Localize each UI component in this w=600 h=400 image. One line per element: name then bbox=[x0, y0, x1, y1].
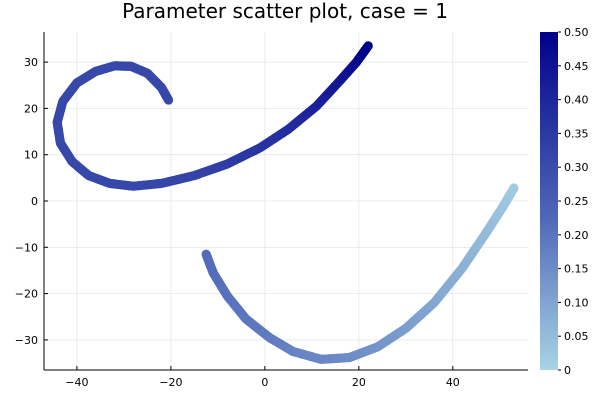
x-tick-label-0: −40 bbox=[65, 376, 88, 389]
chart-title: Parameter scatter plot, case = 1 bbox=[122, 0, 448, 23]
grid-layer bbox=[44, 32, 528, 370]
x-axis-ticks: −40 −20 0 20 40 bbox=[65, 366, 460, 389]
colorbar-tick-label-6: 0.30 bbox=[564, 161, 589, 174]
colorbar-tick-label-9: 0.45 bbox=[564, 60, 589, 73]
y-tick-label-2: −10 bbox=[15, 241, 38, 254]
colorbar-tick-label-10: 0.50 bbox=[564, 26, 589, 39]
series-1 bbox=[201, 183, 519, 364]
series-layer bbox=[52, 41, 519, 364]
colorbar-tick-label-3: 0.15 bbox=[564, 263, 589, 276]
x-tick-label-1: −20 bbox=[159, 376, 182, 389]
y-axis-ticks: −30 −20 −10 0 10 20 30 bbox=[15, 56, 48, 347]
colorbar-tick-label-1: 0.05 bbox=[564, 330, 589, 343]
colorbar-tick-label-2: 0.10 bbox=[564, 296, 589, 309]
series-0 bbox=[52, 41, 373, 191]
y-tick-label-6: 30 bbox=[24, 56, 38, 69]
series-0-point bbox=[363, 41, 373, 51]
series-1-point bbox=[509, 183, 519, 193]
y-tick-label-5: 20 bbox=[24, 102, 38, 115]
y-tick-label-0: −30 bbox=[15, 334, 38, 347]
x-tick-label-3: 20 bbox=[352, 376, 366, 389]
colorbar-gradient bbox=[540, 32, 558, 370]
y-tick-label-1: −20 bbox=[15, 288, 38, 301]
x-tick-label-2: 0 bbox=[261, 376, 268, 389]
colorbar-tick-label-7: 0.35 bbox=[564, 127, 589, 140]
plot-area: −40 −20 0 20 40 −30 −20 −10 0 10 20 30 bbox=[15, 32, 528, 389]
colorbar-tick-label-5: 0.25 bbox=[564, 195, 589, 208]
colorbar: 0 0.05 0.10 0.15 0.20 0.25 0.30 0.35 0.40 0.45 0.5… bbox=[540, 26, 589, 377]
colorbar-tick-label-0: 0 bbox=[564, 364, 571, 377]
x-tick-label-4: 40 bbox=[446, 376, 460, 389]
y-tick-label-4: 10 bbox=[24, 149, 38, 162]
y-tick-label-3: 0 bbox=[31, 195, 38, 208]
colorbar-tick-label-4: 0.20 bbox=[564, 229, 589, 242]
colorbar-tick-label-8: 0.40 bbox=[564, 94, 589, 107]
colorbar-ticks: 0 0.05 0.10 0.15 0.20 0.25 0.30 0.35 0.40 0.45 0.5… bbox=[558, 26, 589, 377]
